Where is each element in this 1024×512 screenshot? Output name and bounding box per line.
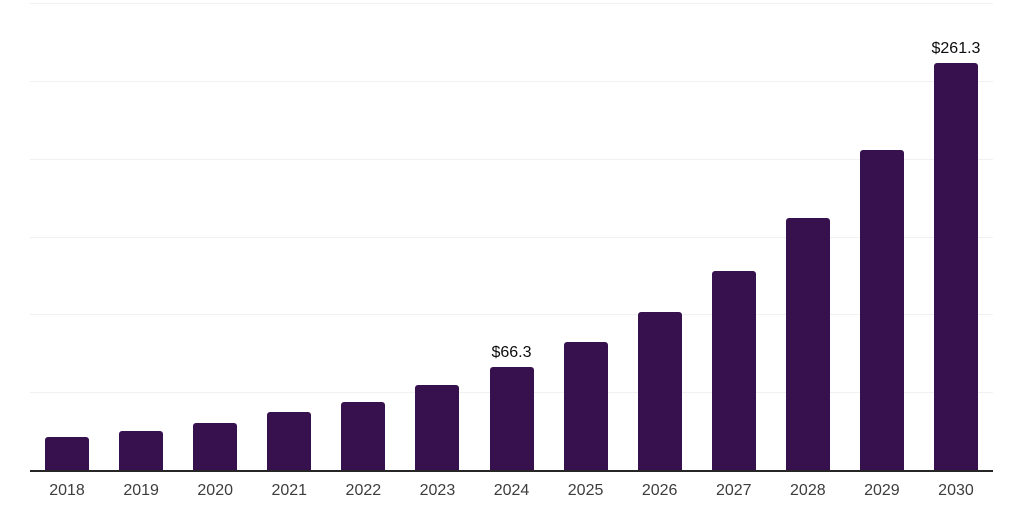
x-tick-label-2019: 2019 (123, 482, 159, 499)
bar-2025 (563, 342, 608, 470)
bar-2020 (193, 422, 238, 470)
bar-2018 (45, 437, 90, 470)
x-tick-label-2025: 2025 (567, 482, 604, 499)
x-tick-label-2020: 2020 (197, 482, 233, 499)
bar-2029 (859, 150, 904, 470)
bar-2021 (267, 412, 312, 470)
bar-group-2027 (697, 3, 771, 470)
bar-2019 (119, 431, 164, 470)
x-tick-label-2018: 2018 (49, 482, 85, 499)
bar-2027 (711, 270, 756, 470)
x-tick-label-2021: 2021 (271, 482, 308, 499)
bar-2030 (933, 63, 978, 470)
bar-2026 (637, 312, 682, 470)
bar-group-2028 (771, 3, 845, 470)
x-tick-label-2022: 2022 (345, 482, 382, 499)
bar-group-2026 (623, 3, 697, 470)
x-tick-label-2023: 2023 (419, 482, 456, 499)
x-tick-label-2030: 2030 (938, 482, 974, 499)
bar-group-2030: $261.3 (919, 3, 993, 470)
bars-row: $66.3 $261.3 (30, 3, 993, 470)
bar-group-2019 (104, 3, 178, 470)
gridline-y-150 (30, 236, 993, 238)
gridline-y-100 (30, 314, 993, 316)
gridline-y-250 (30, 80, 993, 82)
x-tick-label-2024: 2024 (493, 482, 530, 499)
bar-group-2025 (549, 3, 623, 470)
x-axis-labels: 2018 2019 2020 2021 2022 2023 2024 2025 2026 2027… (30, 481, 993, 501)
bar-group-2024: $66.3 (474, 3, 548, 470)
x-tick-label-2028: 2028 (790, 482, 826, 499)
bar-2022 (341, 401, 386, 470)
bar-2028 (785, 217, 830, 470)
data-label-2030: $261.3 (931, 40, 981, 58)
bar-2024 (489, 366, 534, 470)
bar-2023 (415, 385, 460, 470)
plot-area: $66.3 $261.3 (30, 3, 993, 472)
bar-group-2020 (178, 3, 252, 470)
bar-group-2018 (30, 3, 104, 470)
bar-group-2022 (326, 3, 400, 470)
data-label-2024: $66.3 (491, 343, 532, 361)
bar-group-2023 (400, 3, 474, 470)
gridline-y-200 (30, 158, 993, 160)
bar-group-2029 (845, 3, 919, 470)
x-tick-label-2026: 2026 (641, 482, 678, 499)
x-tick-label-2029: 2029 (864, 482, 900, 499)
gridline-y-300 (30, 3, 993, 4)
bar-group-2021 (252, 3, 326, 470)
x-tick-label-2027: 2027 (715, 482, 752, 499)
